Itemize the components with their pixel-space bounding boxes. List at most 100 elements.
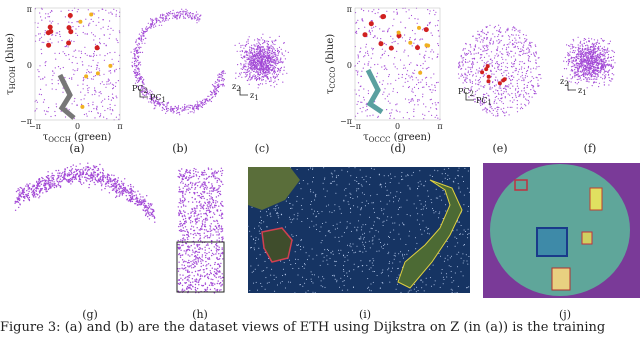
point	[183, 239, 184, 240]
point	[513, 77, 514, 78]
point	[198, 20, 199, 21]
point	[255, 58, 256, 59]
point	[197, 18, 198, 19]
point	[363, 32, 368, 37]
point	[135, 203, 136, 204]
point	[522, 72, 523, 73]
point	[107, 175, 108, 176]
point	[427, 9, 428, 10]
point	[254, 62, 255, 63]
point	[267, 51, 268, 52]
point	[283, 55, 284, 56]
point	[494, 103, 495, 104]
point	[75, 50, 76, 51]
point	[510, 100, 511, 101]
point	[175, 106, 176, 107]
point	[465, 74, 466, 75]
point	[394, 118, 395, 119]
point	[273, 72, 274, 73]
point	[574, 69, 575, 70]
point	[83, 88, 84, 89]
point	[76, 21, 77, 22]
point	[135, 73, 136, 74]
point	[49, 185, 50, 186]
point	[513, 47, 514, 48]
point	[47, 111, 48, 112]
point	[359, 61, 360, 62]
point	[257, 63, 258, 64]
point	[585, 49, 586, 50]
point	[433, 51, 434, 52]
point	[91, 172, 92, 173]
point	[189, 107, 190, 108]
point	[431, 99, 432, 100]
point	[473, 64, 474, 65]
point	[593, 70, 594, 71]
point	[105, 10, 106, 11]
point	[512, 79, 513, 80]
point	[76, 105, 77, 106]
point	[389, 118, 390, 119]
point	[411, 15, 412, 16]
point	[38, 197, 39, 198]
point	[214, 92, 215, 93]
point	[519, 94, 520, 95]
point	[520, 42, 521, 43]
point	[390, 36, 391, 37]
point	[238, 76, 239, 77]
point	[377, 73, 378, 74]
point	[571, 70, 572, 71]
point	[427, 68, 428, 69]
point	[218, 87, 219, 88]
point	[275, 63, 276, 64]
point	[602, 74, 603, 75]
point	[518, 30, 519, 31]
point	[169, 18, 170, 19]
point	[137, 72, 138, 73]
point	[248, 39, 249, 40]
point	[524, 38, 525, 39]
point	[282, 62, 283, 63]
point	[427, 25, 428, 26]
point	[109, 177, 110, 178]
point	[506, 89, 507, 90]
point	[121, 183, 122, 184]
point	[139, 79, 140, 80]
point	[246, 66, 247, 67]
point	[515, 93, 516, 94]
point	[183, 16, 184, 17]
point	[584, 38, 585, 39]
point	[499, 69, 500, 70]
point	[497, 56, 498, 57]
point	[265, 69, 266, 70]
point	[380, 57, 381, 58]
point	[219, 225, 220, 226]
point	[56, 103, 57, 104]
point	[379, 82, 380, 83]
point	[259, 51, 260, 52]
point	[190, 12, 191, 13]
point	[580, 45, 581, 46]
point	[163, 19, 164, 20]
point	[221, 72, 222, 73]
point	[101, 180, 102, 181]
point	[601, 63, 602, 64]
point	[613, 74, 614, 75]
point	[607, 52, 608, 53]
point	[81, 51, 82, 52]
point	[259, 84, 260, 85]
point	[257, 55, 258, 56]
point	[188, 201, 189, 202]
point	[484, 109, 485, 110]
point	[281, 49, 282, 50]
point	[510, 51, 511, 52]
point	[257, 74, 258, 75]
point	[568, 53, 569, 54]
point	[418, 82, 419, 83]
point	[113, 175, 114, 176]
point	[357, 74, 358, 75]
point	[273, 82, 274, 83]
point	[358, 28, 359, 29]
point	[41, 20, 42, 21]
point	[254, 39, 255, 40]
